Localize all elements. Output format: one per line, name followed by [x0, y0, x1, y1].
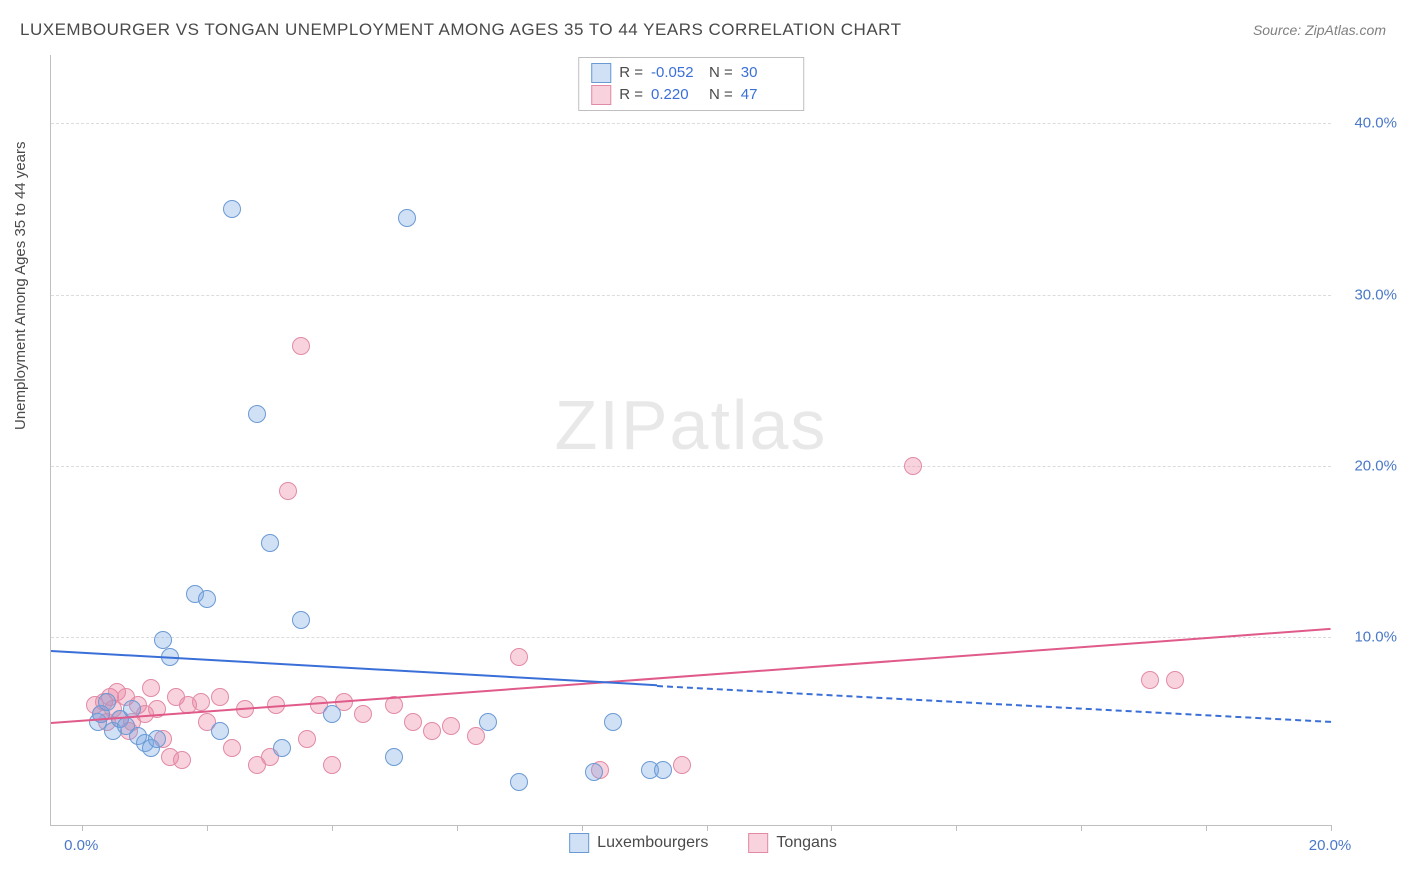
data-point — [211, 722, 229, 740]
data-point — [173, 751, 191, 769]
data-point — [654, 761, 672, 779]
data-point — [298, 730, 316, 748]
swatch-icon — [748, 833, 768, 853]
legend-item: Luxembourgers — [569, 833, 708, 853]
n-value: 47 — [741, 84, 791, 106]
data-point — [323, 756, 341, 774]
x-tick — [1206, 825, 1207, 831]
data-point — [192, 693, 210, 711]
chart-title: LUXEMBOURGER VS TONGAN UNEMPLOYMENT AMON… — [20, 20, 902, 40]
gridline — [51, 295, 1331, 296]
data-point — [467, 727, 485, 745]
data-point — [1166, 671, 1184, 689]
data-point — [198, 590, 216, 608]
x-tick — [1331, 825, 1332, 831]
trend-line — [51, 650, 657, 686]
x-tick — [1081, 825, 1082, 831]
data-point — [423, 722, 441, 740]
y-tick-label: 20.0% — [1337, 457, 1397, 474]
x-tick-label: 20.0% — [1309, 837, 1352, 854]
data-point — [354, 705, 372, 723]
swatch-icon — [591, 63, 611, 83]
data-point — [404, 713, 422, 731]
r-label: R = — [619, 62, 643, 84]
y-tick-label: 40.0% — [1337, 115, 1397, 132]
data-point — [154, 631, 172, 649]
data-point — [98, 693, 116, 711]
data-point — [292, 337, 310, 355]
data-point — [323, 705, 341, 723]
data-point — [510, 648, 528, 666]
data-point — [398, 209, 416, 227]
data-point — [279, 482, 297, 500]
data-point — [211, 688, 229, 706]
data-point — [261, 534, 279, 552]
data-point — [585, 763, 603, 781]
swatch-icon — [591, 85, 611, 105]
r-value: 0.220 — [651, 84, 701, 106]
data-point — [604, 713, 622, 731]
y-tick-label: 10.0% — [1337, 628, 1397, 645]
n-label: N = — [709, 84, 733, 106]
data-point — [673, 756, 691, 774]
x-tick — [582, 825, 583, 831]
legend-label: Tongans — [776, 834, 837, 852]
legend: Luxembourgers Tongans — [569, 833, 837, 853]
plot-area: ZIPatlas R = -0.052 N = 30 R = 0.220 N =… — [50, 55, 1331, 826]
stats-row: R = -0.052 N = 30 — [591, 62, 791, 84]
watermark: ZIPatlas — [555, 385, 828, 465]
r-label: R = — [619, 84, 643, 106]
watermark-bold: ZIP — [555, 386, 670, 464]
gridline — [51, 637, 1331, 638]
legend-label: Luxembourgers — [597, 834, 708, 852]
x-tick — [956, 825, 957, 831]
r-value: -0.052 — [651, 62, 701, 84]
x-tick — [207, 825, 208, 831]
trend-line — [657, 685, 1331, 723]
data-point — [142, 679, 160, 697]
watermark-thin: atlas — [670, 386, 828, 464]
data-point — [273, 739, 291, 757]
y-axis-label: Unemployment Among Ages 35 to 44 years — [12, 141, 29, 430]
data-point — [479, 713, 497, 731]
gridline — [51, 466, 1331, 467]
x-tick — [707, 825, 708, 831]
data-point — [442, 717, 460, 735]
data-point — [223, 739, 241, 757]
correlation-stats-box: R = -0.052 N = 30 R = 0.220 N = 47 — [578, 57, 804, 111]
data-point — [248, 405, 266, 423]
data-point — [510, 773, 528, 791]
x-tick — [457, 825, 458, 831]
data-point — [385, 748, 403, 766]
swatch-icon — [569, 833, 589, 853]
source-label: Source: ZipAtlas.com — [1253, 22, 1386, 38]
n-label: N = — [709, 62, 733, 84]
n-value: 30 — [741, 62, 791, 84]
data-point — [148, 730, 166, 748]
legend-item: Tongans — [748, 833, 837, 853]
data-point — [223, 200, 241, 218]
data-point — [1141, 671, 1159, 689]
x-tick-label: 0.0% — [64, 837, 98, 854]
data-point — [904, 457, 922, 475]
x-tick — [831, 825, 832, 831]
x-tick — [332, 825, 333, 831]
data-point — [292, 611, 310, 629]
stats-row: R = 0.220 N = 47 — [591, 84, 791, 106]
gridline — [51, 123, 1331, 124]
y-tick-label: 30.0% — [1337, 286, 1397, 303]
x-tick — [82, 825, 83, 831]
